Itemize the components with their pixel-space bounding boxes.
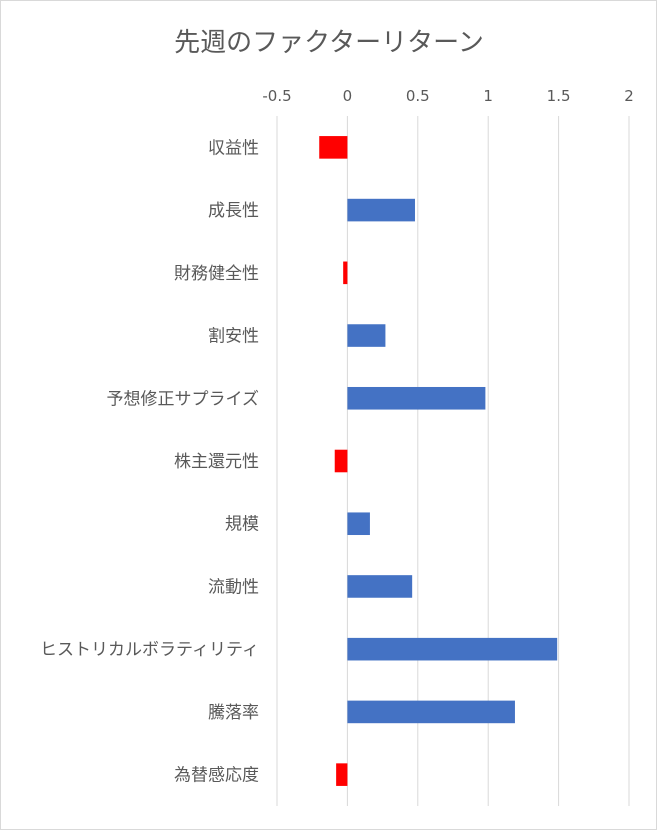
bar: [347, 575, 413, 598]
category-label: 株主還元性: [174, 452, 259, 472]
category-label: 規模: [225, 515, 259, 535]
x-axis-tick-labels: -0.5 0 0.5 1 1.5 2: [262, 87, 633, 105]
chart-title: 先週のファクターリターン: [174, 28, 484, 58]
bar: [319, 136, 348, 159]
bar: [334, 449, 348, 473]
x-tick-label: 1.5: [547, 87, 571, 105]
bar: [343, 261, 348, 285]
bar: [347, 198, 415, 222]
x-tick-label: 2: [624, 87, 634, 105]
bar: [336, 763, 348, 786]
category-label: 成長性: [208, 201, 259, 221]
category-labels: 収益性成長性財務健全性割安性予想修正サプライズ株主還元性規模流動性ヒストリカルボ…: [40, 138, 259, 785]
category-label: 騰落率: [208, 703, 259, 723]
bar: [347, 700, 515, 724]
x-tick-label: 1: [483, 87, 493, 105]
category-label: 割安性: [208, 327, 259, 347]
bar: [347, 637, 558, 661]
x-tick-label: 0.5: [406, 87, 430, 105]
category-label: 為替感応度: [174, 766, 259, 786]
category-label: ヒストリカルボラティリティ: [40, 640, 259, 660]
bars: [319, 136, 558, 786]
bar: [347, 324, 386, 347]
x-tick-label: -0.5: [262, 87, 291, 105]
category-label: 流動性: [208, 577, 259, 597]
category-label: 予想修正サプライズ: [107, 389, 260, 409]
bar: [347, 386, 486, 410]
category-label: 収益性: [208, 138, 259, 158]
gridlines: [276, 116, 630, 806]
category-label: 財務健全性: [174, 264, 259, 284]
bar: [347, 512, 370, 536]
x-tick-label: 0: [343, 87, 353, 105]
